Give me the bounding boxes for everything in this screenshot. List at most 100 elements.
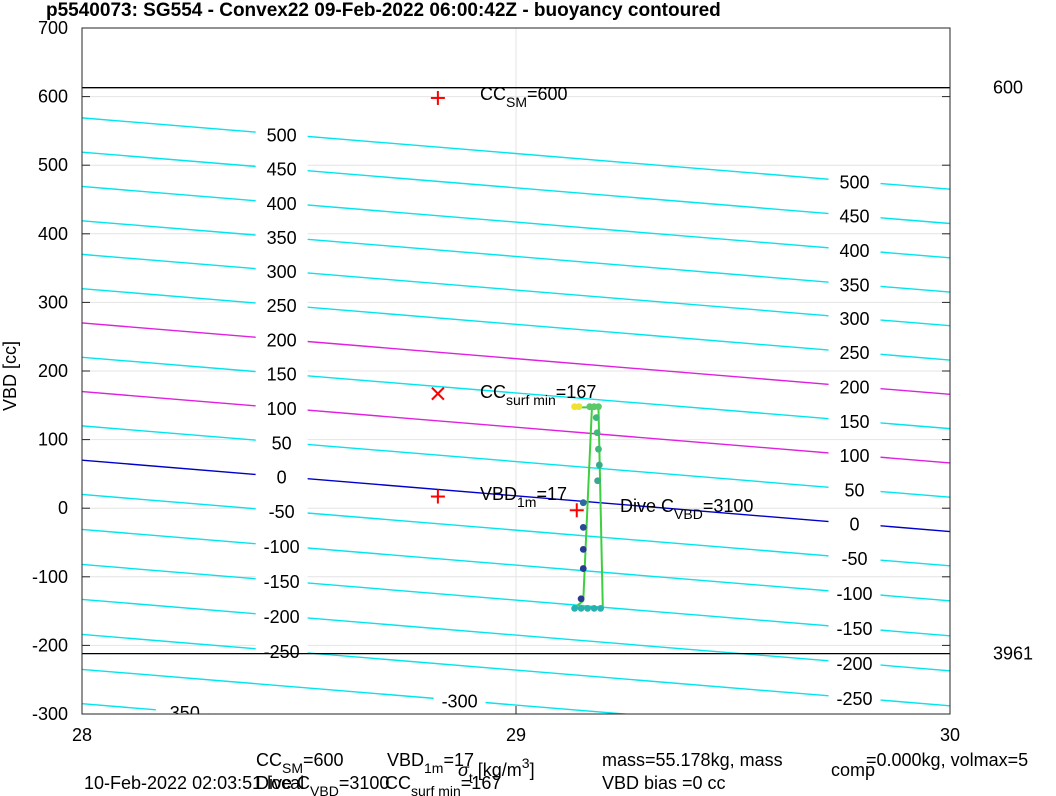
contour-label-gap <box>255 295 308 316</box>
y-tick-label: -100 <box>32 567 68 587</box>
footer-comp-tail: =0.000kg, volmax=5 <box>866 750 1028 770</box>
contour-line <box>82 563 950 637</box>
contour-label-left: 350 <box>267 228 297 248</box>
contour-group: -350 -250 -200 -150 -100 -50 0 50 100 150 200 250 30… <box>82 117 950 723</box>
contour-label-right: -50 <box>842 549 868 569</box>
x-axis-label: σt [kg/m3] <box>458 755 535 786</box>
contour-line <box>82 287 950 361</box>
x-marker <box>431 386 445 401</box>
contour-label-gap <box>828 617 881 638</box>
contour-label-left: 400 <box>267 194 297 214</box>
contour-label-gap <box>255 158 308 179</box>
contour-line <box>82 459 950 533</box>
contour-label-gap <box>155 701 208 714</box>
x-tick-label: 29 <box>506 725 526 745</box>
contour-label-left: -350 <box>164 703 200 723</box>
contour-label-right: -100 <box>837 584 873 604</box>
contour-label-gap <box>255 192 308 213</box>
dive-point <box>595 461 603 469</box>
contour-label-left: 200 <box>267 330 297 350</box>
x-tick-label: 28 <box>72 725 92 745</box>
contour-label-left: 0 <box>277 468 287 488</box>
annotation-cc-surf-min: CCsurf min=167 <box>480 382 596 408</box>
y-axis-label: VBD [cc] <box>0 341 20 411</box>
contour-label-left: -200 <box>264 607 300 627</box>
contour-label-gap <box>828 687 881 708</box>
contour-label-gap <box>255 535 308 556</box>
contour-label-gap <box>828 479 881 500</box>
contour-label-gap <box>255 570 308 591</box>
dive-point <box>595 445 602 453</box>
contour-line <box>82 668 634 714</box>
contour-label-gap <box>255 329 308 350</box>
contour-label-left: 150 <box>267 365 297 385</box>
y-tick-label: 500 <box>38 155 68 175</box>
contour-label-gap <box>255 605 308 626</box>
plus-marker <box>430 489 445 504</box>
dive-point <box>577 595 585 603</box>
dive-point <box>579 545 587 553</box>
contour-label-right: 450 <box>839 207 869 227</box>
annotation-dive-c-vbd: Dive CVBD=3100 <box>620 496 753 522</box>
contour-label-right: 300 <box>839 309 869 329</box>
contour-label-gap <box>828 205 881 226</box>
contour-label-gap <box>828 547 881 568</box>
contour-line <box>82 356 950 430</box>
annotation-vbd-1m: VBD1m=17 <box>480 484 567 510</box>
y-tick-label: -200 <box>32 635 68 655</box>
footer-date: 10-Feb-2022 02:03:51 local <box>84 773 304 793</box>
dive-point <box>579 524 587 531</box>
contour-label-gap <box>828 410 881 431</box>
contour-label-gap <box>255 397 308 418</box>
y-tick-label: 300 <box>38 292 68 312</box>
contour-label-gap <box>828 513 881 534</box>
contour-label-gap <box>255 260 308 281</box>
plus-marker <box>430 90 445 105</box>
y-tick-label: 200 <box>38 361 68 381</box>
contour-label-gap <box>828 307 881 328</box>
contour-label-right: -250 <box>837 689 873 709</box>
x-tick-label: 30 <box>940 725 960 745</box>
contour-label-right: 500 <box>839 172 869 192</box>
contour-label-right: 400 <box>839 241 869 261</box>
contour-label-left: -250 <box>264 642 300 662</box>
limit-line-label: 3961 <box>993 644 1033 664</box>
footer-mass: mass=55.178kg, mass <box>602 750 783 770</box>
contour-label-gap <box>828 239 881 260</box>
contour-line <box>82 493 950 567</box>
contour-label-right: -200 <box>837 654 873 674</box>
footer-dive-c-vbd: Dive CVBD=3100 <box>256 773 389 796</box>
footer-vbd-bias: VBD bias =0 cc <box>602 773 726 793</box>
dive-point <box>571 604 578 612</box>
contour-label-gap <box>828 342 881 363</box>
footer-comp-sub: comp <box>831 760 875 780</box>
y-tick-label: 700 <box>38 18 68 38</box>
contour-label-gap <box>255 363 308 384</box>
contour-label-gap <box>255 432 308 453</box>
contour-line <box>82 322 950 396</box>
contour-label-right: 0 <box>850 515 860 535</box>
footer-vbd-1m: VBD1m=17 <box>387 750 474 776</box>
contour-label-left: 100 <box>267 399 297 419</box>
contour-label-left: 300 <box>267 262 297 282</box>
contour-label-right: 100 <box>839 446 869 466</box>
limit-line-label: 600 <box>993 78 1023 98</box>
y-tick-label: 400 <box>38 224 68 244</box>
plus-marker <box>569 503 584 518</box>
chart-title: p5540073: SG554 - Convex22 09-Feb-2022 0… <box>46 0 721 21</box>
footer-cc-sm: CCSM=600 <box>256 750 344 776</box>
dive-point <box>595 403 602 411</box>
dive-point <box>584 604 592 612</box>
y-tick-label: 0 <box>58 498 68 518</box>
contour-line <box>82 633 950 707</box>
contour-label-left: 50 <box>272 433 292 453</box>
contour-line <box>82 528 950 602</box>
contour-label-left: 500 <box>267 125 297 145</box>
y-tick-label: 100 <box>38 430 68 450</box>
contour-label-gap <box>255 500 308 521</box>
contour-line <box>82 425 950 498</box>
contour-label-right: 200 <box>839 377 869 397</box>
dive-point <box>594 477 601 485</box>
dive-point <box>577 604 585 612</box>
contour-label-left: -150 <box>264 572 300 592</box>
